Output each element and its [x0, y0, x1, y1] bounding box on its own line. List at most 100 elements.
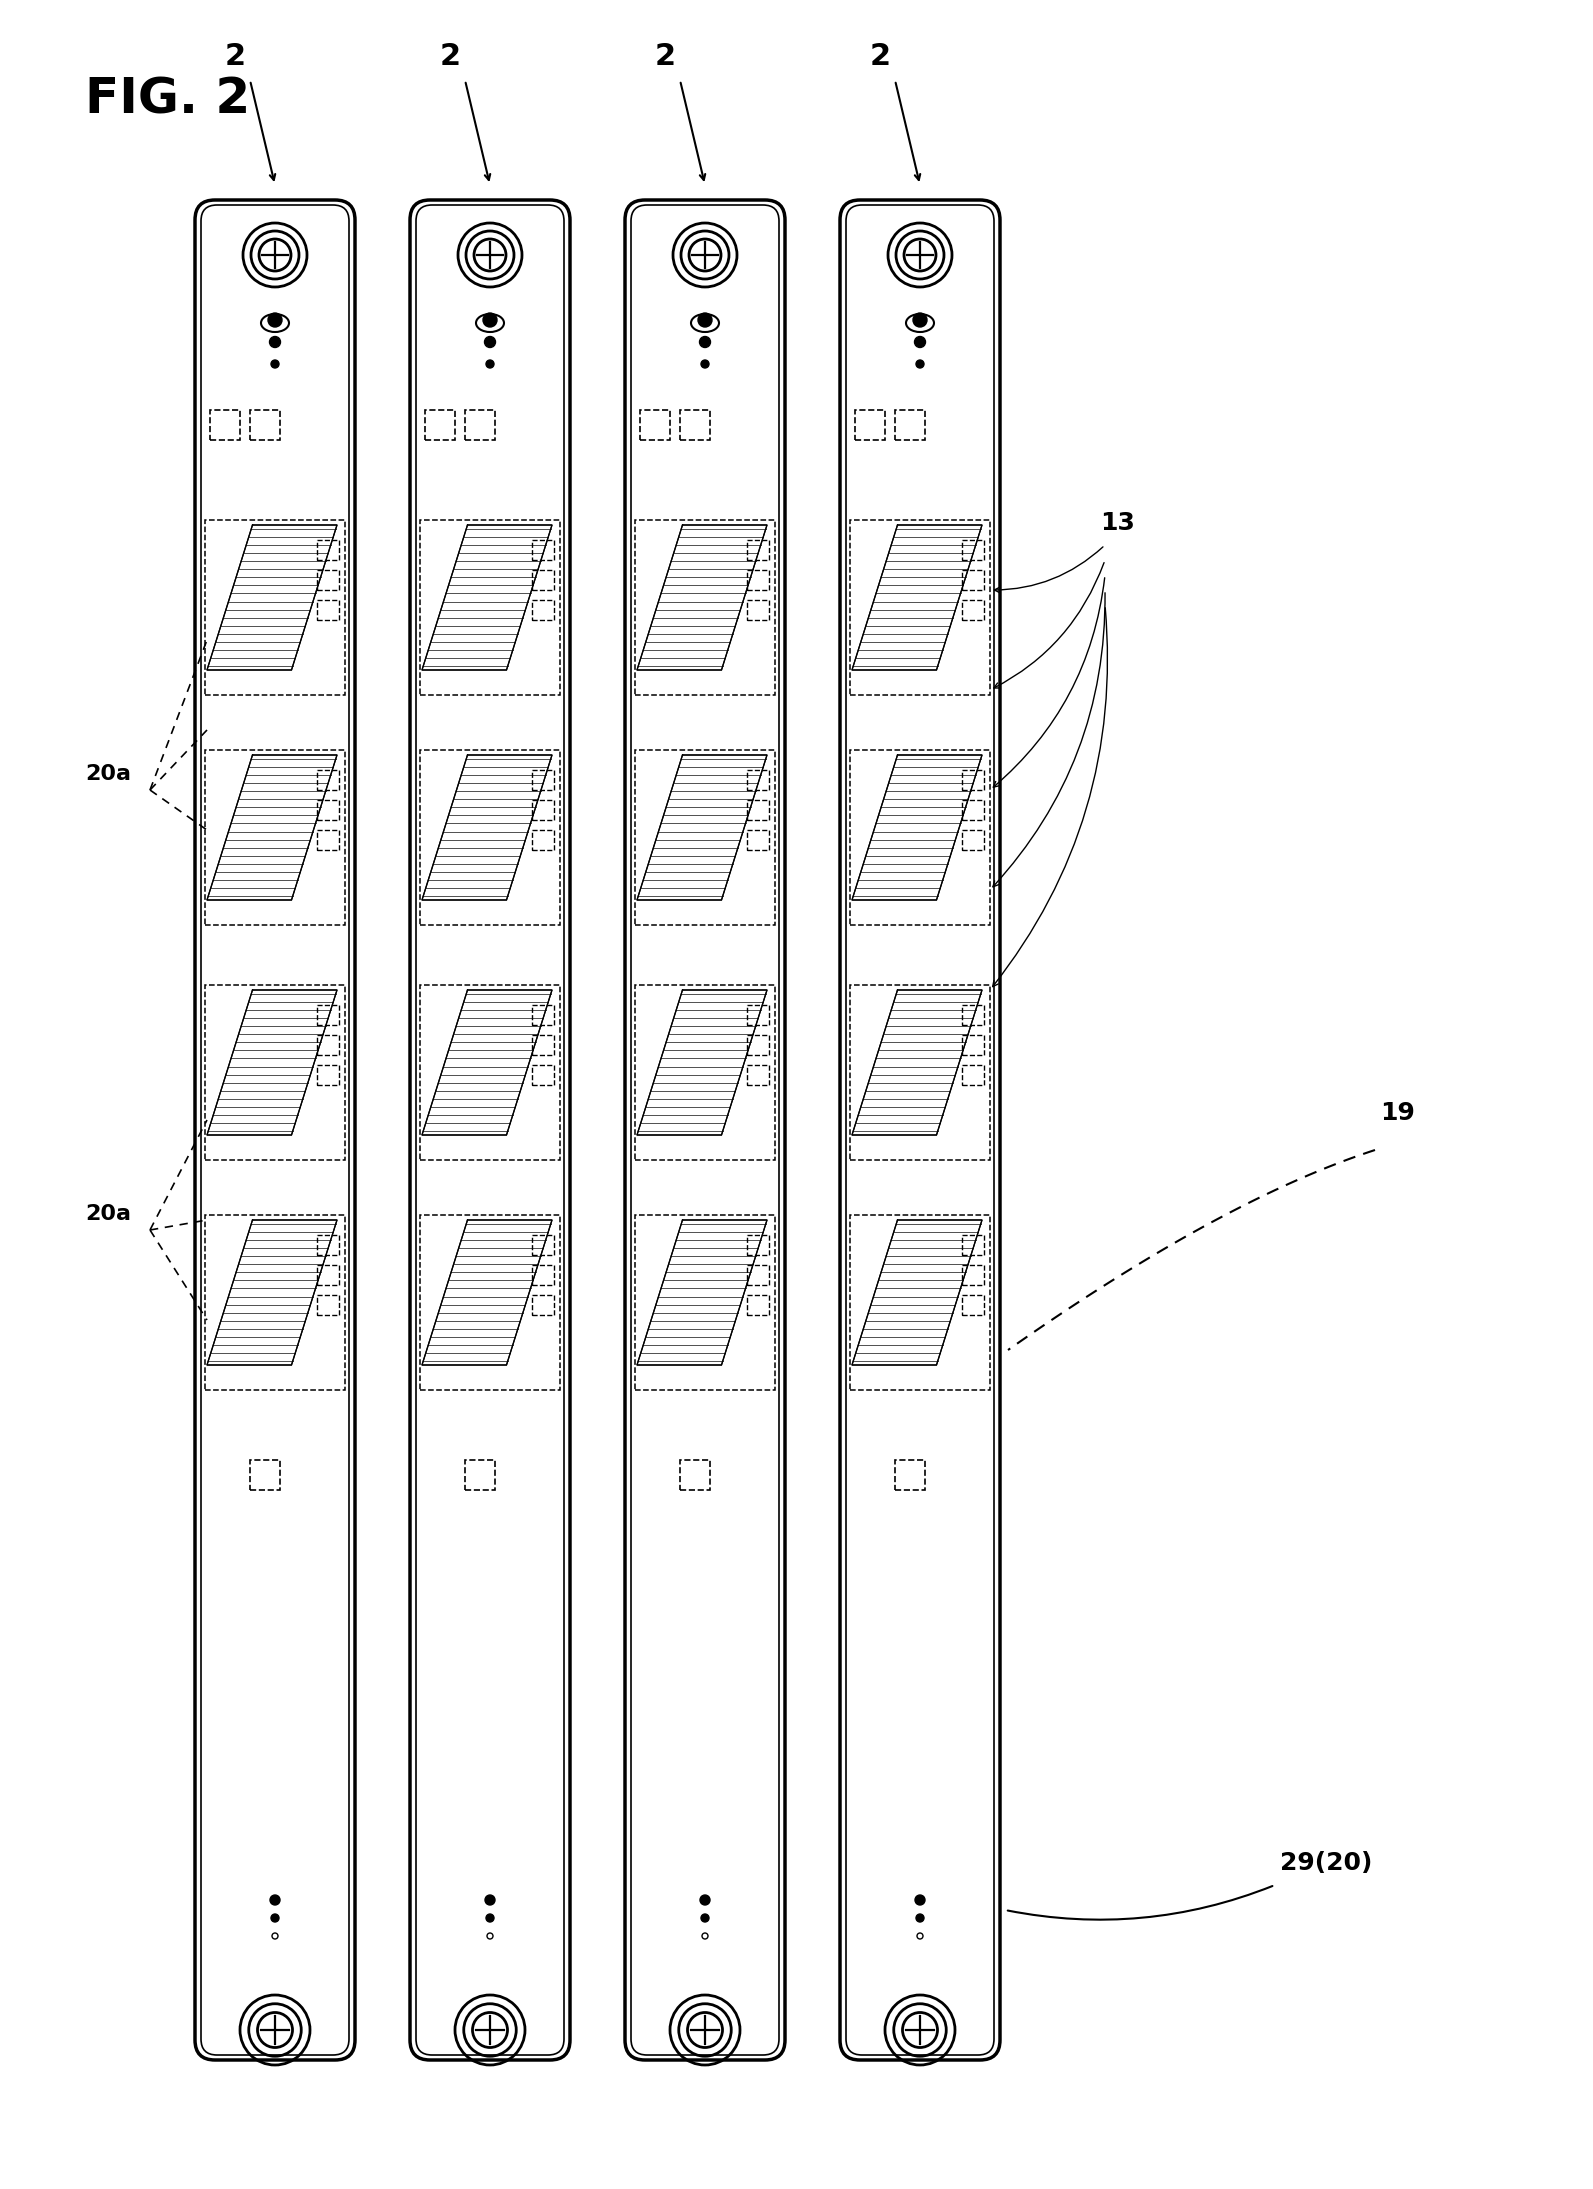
Bar [962, 1066, 984, 1086]
Bar [962, 771, 984, 790]
Bar [465, 1460, 495, 1491]
Bar [250, 1460, 280, 1491]
Text: 19: 19 [1380, 1101, 1415, 1125]
Bar [747, 799, 769, 821]
Bar [205, 521, 346, 694]
Bar [532, 600, 554, 619]
Bar [205, 751, 346, 926]
Bar [532, 799, 554, 821]
Circle shape [699, 337, 710, 348]
Bar [205, 985, 346, 1160]
Circle shape [698, 313, 712, 326]
Bar [895, 1460, 926, 1491]
Bar [747, 1265, 769, 1285]
Circle shape [484, 1896, 495, 1904]
Bar [317, 541, 339, 560]
Bar [747, 569, 769, 591]
Bar [640, 409, 671, 440]
Text: 20a: 20a [84, 764, 131, 784]
Bar [636, 985, 776, 1160]
Bar [851, 1215, 989, 1390]
Bar [532, 1005, 554, 1024]
Bar [425, 409, 456, 440]
Bar [747, 1035, 769, 1055]
Bar [680, 1460, 710, 1491]
Bar [747, 541, 769, 560]
Text: 2: 2 [225, 42, 245, 70]
Circle shape [271, 359, 279, 368]
Bar [962, 541, 984, 560]
Bar [747, 1296, 769, 1316]
Bar [317, 799, 339, 821]
Circle shape [486, 359, 494, 368]
Bar [855, 409, 886, 440]
Circle shape [918, 1933, 922, 1939]
Bar [532, 1066, 554, 1086]
Bar [851, 751, 989, 926]
Text: FIG. 2: FIG. 2 [84, 74, 250, 123]
Bar [532, 569, 554, 591]
Bar [747, 830, 769, 849]
Bar [210, 409, 241, 440]
Bar [421, 521, 561, 694]
Bar [317, 1035, 339, 1055]
Circle shape [701, 1913, 709, 1922]
Bar [747, 1235, 769, 1254]
Bar [962, 1265, 984, 1285]
Bar [962, 1005, 984, 1024]
Circle shape [486, 1913, 494, 1922]
Circle shape [268, 313, 282, 326]
Bar [317, 1066, 339, 1086]
Bar [962, 830, 984, 849]
Text: 20a: 20a [84, 1204, 131, 1224]
Circle shape [913, 313, 927, 326]
Circle shape [487, 1933, 492, 1939]
Bar [747, 1005, 769, 1024]
Circle shape [914, 1896, 926, 1904]
Bar [317, 1265, 339, 1285]
Bar [747, 771, 769, 790]
Bar [317, 1296, 339, 1316]
Bar [532, 1265, 554, 1285]
Circle shape [269, 337, 280, 348]
Circle shape [484, 337, 495, 348]
Bar [317, 569, 339, 591]
Circle shape [483, 313, 497, 326]
Bar [421, 751, 561, 926]
Bar [962, 799, 984, 821]
Circle shape [269, 1896, 280, 1904]
Bar [747, 1066, 769, 1086]
Bar [680, 409, 710, 440]
Bar [851, 521, 989, 694]
Bar [851, 985, 989, 1160]
Bar [532, 830, 554, 849]
Circle shape [272, 1933, 279, 1939]
Circle shape [914, 337, 926, 348]
Text: 29(20): 29(20) [1281, 1852, 1373, 1876]
Text: 2: 2 [870, 42, 890, 70]
Bar [317, 600, 339, 619]
Circle shape [701, 359, 709, 368]
Bar [532, 1235, 554, 1254]
Bar [421, 985, 561, 1160]
Circle shape [699, 1896, 710, 1904]
Bar [636, 1215, 776, 1390]
Bar [317, 1005, 339, 1024]
Bar [962, 1296, 984, 1316]
Bar [317, 1235, 339, 1254]
Bar [962, 1035, 984, 1055]
Text: 2: 2 [440, 42, 460, 70]
Bar [205, 1215, 346, 1390]
Circle shape [916, 1913, 924, 1922]
Bar [532, 771, 554, 790]
Bar [962, 1235, 984, 1254]
Bar [532, 1296, 554, 1316]
Bar [532, 541, 554, 560]
Bar [465, 409, 495, 440]
Bar [250, 409, 280, 440]
Bar [636, 751, 776, 926]
Bar [317, 771, 339, 790]
Bar [747, 600, 769, 619]
Circle shape [703, 1933, 707, 1939]
Bar [962, 569, 984, 591]
